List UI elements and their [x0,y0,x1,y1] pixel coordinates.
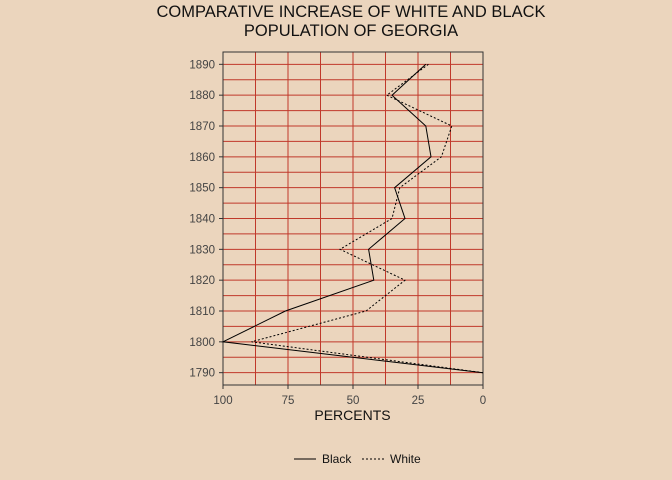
axes: 1790 1800 1810 1820 1830 1840 1850 1860 1870 1880… [189,51,486,407]
legend-label-black: Black [322,452,352,466]
chart-title-line2: POPULATION OF GEORGIA [243,22,459,40]
series-line-black [221,63,484,374]
x-axis-label: PERCENTS [314,407,390,423]
x-tick-label: 25 [412,395,425,407]
x-tick-label: 50 [347,395,360,407]
series-line-white [251,63,484,374]
y-tick-label: 1790 [189,368,215,380]
y-tick-label: 1830 [189,244,215,256]
y-tick-label: 1860 [189,152,215,164]
series-lines [221,63,484,374]
chart-title-line1: COMPARATIVE INCREASE OF WHITE AND BLACK [156,3,546,21]
y-tick-label: 1880 [189,90,215,102]
x-tick-label: 75 [282,395,295,407]
x-tick-label: 0 [480,395,486,407]
legend-items: Black White [294,452,421,466]
y-tick-label: 1870 [189,121,215,133]
x-tick-label: 100 [213,395,232,407]
legend: Black White [0,450,672,473]
chart-title: COMPARATIVE INCREASE OF WHITE AND BLACK … [0,3,672,41]
y-tick-label: 1810 [189,306,215,318]
y-tick-label: 1840 [189,214,215,226]
legend-label-white: White [390,452,421,466]
y-tick-label: 1800 [189,337,215,349]
y-tick-label: 1890 [189,59,215,71]
grid [222,52,484,385]
y-tick-label: 1820 [189,275,215,287]
y-tick-label: 1850 [189,183,215,195]
